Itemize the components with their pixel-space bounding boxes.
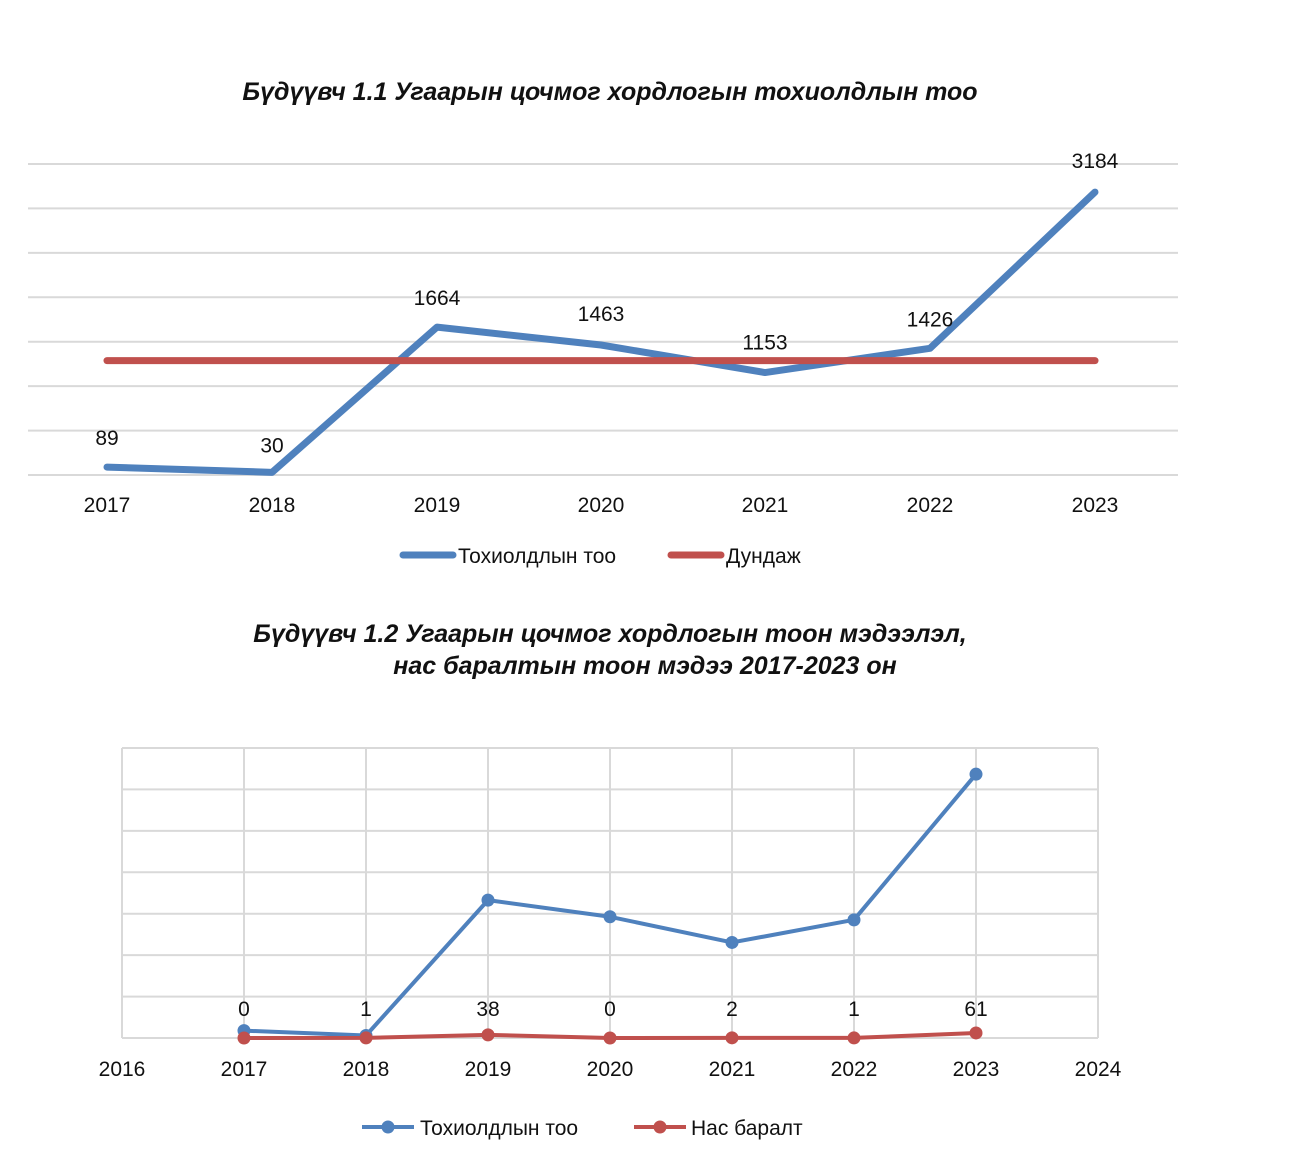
- chart2-cases-marker: [725, 935, 739, 949]
- chart2-title-line2: нас баралтын тоон мэдээ 2017-2023 он: [393, 652, 897, 680]
- chart2-x-tick-label: 2019: [465, 1058, 512, 1081]
- chart1-legend-average-label: Дундаж: [726, 545, 801, 568]
- chart2-x-tick-label: 2017: [221, 1058, 268, 1081]
- chart1-x-tick-label: 2023: [1072, 494, 1119, 517]
- chart2-data-label: 2: [726, 998, 738, 1021]
- chart1-x-tick-label: 2018: [249, 494, 296, 517]
- chart1-x-tick-label: 2021: [742, 494, 789, 517]
- chart1-data-label: 1153: [742, 332, 787, 355]
- chart2-data-label: 0: [238, 998, 250, 1021]
- chart2-deaths-marker: [847, 1031, 861, 1045]
- chart1-series-cases-line: [103, 188, 1099, 476]
- chart1-x-tick-label: 2022: [907, 494, 954, 517]
- chart1-data-label: 3184: [1072, 150, 1119, 173]
- chart1-data-label: 1426: [907, 308, 954, 331]
- chart2-data-label: 38: [476, 998, 499, 1021]
- chart2-deaths-marker: [969, 1026, 983, 1040]
- chart1-title: Бүдүүвч 1.1 Угаарын цочмог хордлогын тох…: [242, 78, 978, 106]
- chart2-deaths-marker: [725, 1031, 739, 1045]
- chart2: [121, 747, 1099, 1045]
- chart2-legend-cases-marker: [381, 1120, 395, 1134]
- chart2-legend-deaths-label: Нас баралт: [691, 1117, 803, 1140]
- chart2-deaths-marker: [603, 1031, 617, 1045]
- chart2-x-tick-label: 2020: [587, 1058, 634, 1081]
- chart2-data-label: 61: [964, 998, 987, 1021]
- chart1: [28, 163, 1178, 476]
- chart2-deaths-marker: [359, 1031, 373, 1045]
- chart2-x-tick-label: 2022: [831, 1058, 878, 1081]
- chart2-data-label: 1: [848, 998, 860, 1021]
- chart2-cases-marker: [969, 767, 983, 781]
- chart1-data-label: 1463: [578, 303, 625, 326]
- chart2-cases-marker: [847, 913, 861, 927]
- chart2-cases-marker: [603, 910, 617, 924]
- chart1-legend-cases-label: Тохиолдлын тоо: [458, 545, 616, 568]
- chart1-data-label: 89: [95, 427, 118, 450]
- chart2-data-label: 0: [604, 998, 616, 1021]
- chart2-cases-marker: [481, 893, 495, 907]
- chart2-x-tick-label: 2023: [953, 1058, 1000, 1081]
- chart1-data-label: 1664: [414, 287, 461, 310]
- chart2-x-tick-label: 2018: [343, 1058, 390, 1081]
- chart2-legend-deaths-marker: [653, 1120, 667, 1134]
- chart2-x-tick-label: 2021: [709, 1058, 756, 1081]
- chart2-deaths-marker: [237, 1031, 251, 1045]
- chart1-data-label: 30: [260, 434, 283, 457]
- chart2-data-label: 1: [360, 998, 372, 1021]
- chart2-x-tick-label: 2024: [1075, 1058, 1122, 1081]
- chart1-x-tick-label: 2017: [84, 494, 131, 517]
- chart2-deaths-marker: [481, 1028, 495, 1042]
- chart2-legend-cases-label: Тохиолдлын тоо: [420, 1117, 578, 1140]
- chart2-title-line1: Бүдүүвч 1.2 Угаарын цочмог хордлогын тоо…: [253, 620, 967, 648]
- chart1-x-tick-label: 2020: [578, 494, 625, 517]
- chart1-x-tick-label: 2019: [414, 494, 461, 517]
- chart2-x-tick-label: 2016: [99, 1058, 146, 1081]
